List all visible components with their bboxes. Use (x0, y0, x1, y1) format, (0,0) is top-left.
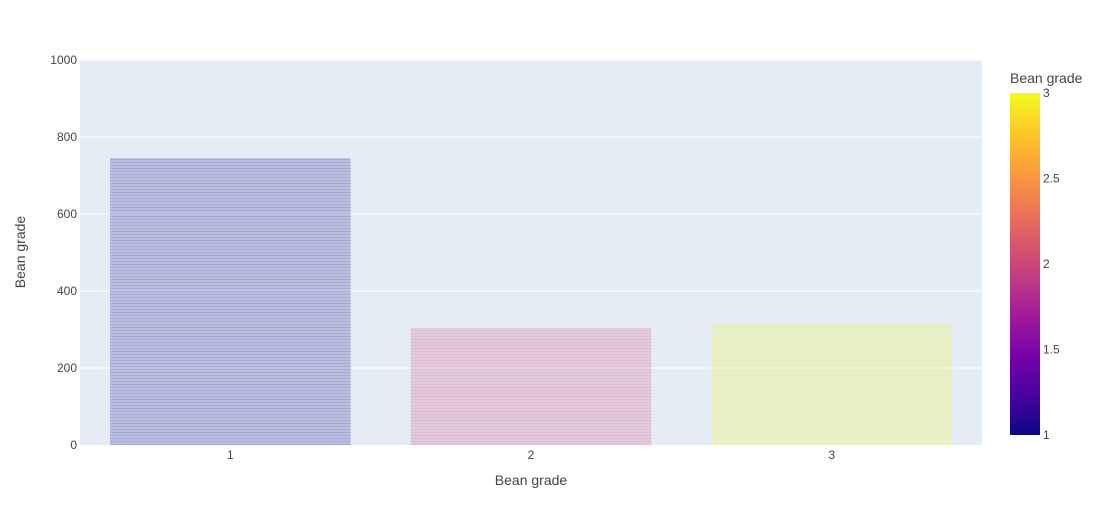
x-tick-label: 1 (227, 448, 234, 462)
colorbar: Bean grade 1 1.5 2 2.5 3 (1010, 70, 1083, 442)
y-tick-label: 1000 (50, 53, 77, 67)
y-tick-label: 600 (57, 207, 77, 221)
x-axis-title: Bean grade (495, 472, 568, 488)
colorbar-ticks: 1 1.5 2 2.5 3 (1043, 86, 1060, 442)
colorbar-tick-label: 2 (1043, 257, 1050, 271)
y-tick-label: 800 (57, 130, 77, 144)
bar (711, 323, 952, 445)
colorbar-tick-label: 3 (1043, 86, 1050, 100)
colorbar-gradient (1010, 93, 1040, 435)
y-tick-label: 400 (57, 284, 77, 298)
y-tick-label: 200 (57, 361, 77, 375)
colorbar-title: Bean grade (1010, 70, 1083, 86)
colorbar-tick-label: 1 (1043, 428, 1050, 442)
colorbar-tick-label: 2.5 (1043, 172, 1060, 186)
bars (110, 158, 952, 446)
bar (110, 158, 351, 446)
bar (410, 327, 652, 445)
y-tick-label: 0 (70, 438, 77, 452)
x-axis-ticks: 1 2 3 (227, 448, 835, 462)
x-tick-label: 2 (528, 448, 535, 462)
x-tick-label: 3 (828, 448, 835, 462)
y-axis-title: Bean grade (12, 216, 28, 289)
colorbar-tick-label: 1.5 (1043, 343, 1060, 357)
y-axis-ticks: 0 200 400 600 800 1000 (50, 53, 77, 452)
